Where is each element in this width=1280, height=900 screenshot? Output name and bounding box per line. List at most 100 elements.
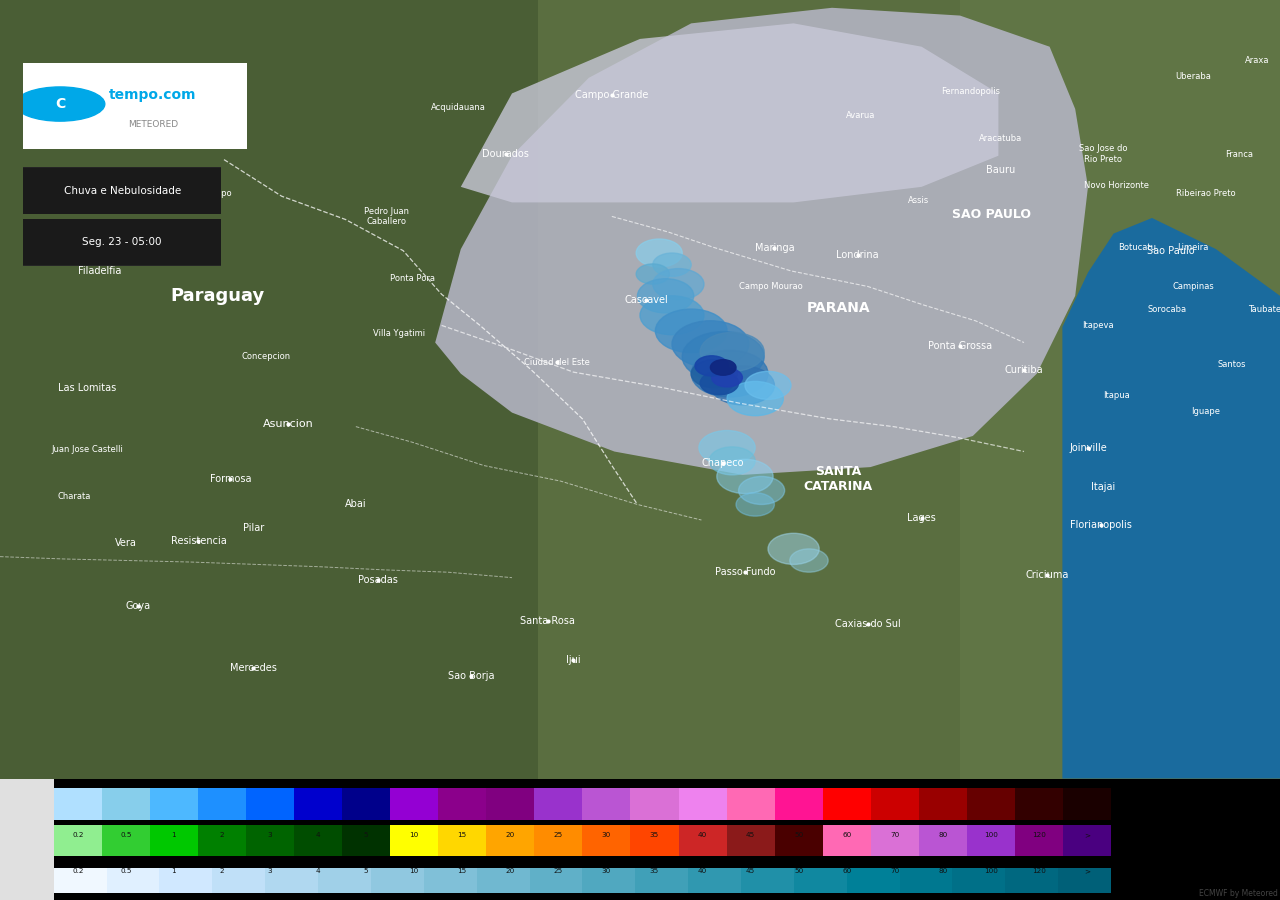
Text: Assis: Assis [909,196,929,205]
Text: Campo Grande: Campo Grande [575,90,649,100]
Text: Acquidauana: Acquidauana [431,103,485,112]
Bar [102,824,150,856]
Circle shape [700,332,764,372]
Bar [966,788,1015,820]
Circle shape [672,320,749,367]
Bar [689,868,741,893]
Text: Florianopolis: Florianopolis [1070,520,1132,530]
Text: Santos: Santos [1217,360,1245,369]
Bar [534,824,582,856]
Text: Dourados: Dourados [483,149,529,159]
Text: SANTA
CATARINA: SANTA CATARINA [804,464,873,493]
FancyBboxPatch shape [10,60,261,151]
Bar [294,788,342,820]
Text: 0.5: 0.5 [120,832,132,838]
Text: Limeira: Limeira [1178,243,1208,252]
Bar [1005,868,1059,893]
Bar [870,788,919,820]
Bar [919,788,966,820]
Text: Lages: Lages [908,513,936,523]
Text: 45: 45 [746,832,755,838]
Text: Curitiba: Curitiba [1005,364,1043,374]
Bar [390,824,438,856]
Bar [919,824,966,856]
Text: Chapeco: Chapeco [701,458,745,468]
Bar [438,788,486,820]
Bar [582,824,631,856]
Bar [150,788,198,820]
Text: Seg. 23 - 05:00: Seg. 23 - 05:00 [82,237,163,248]
Text: 120: 120 [1032,832,1046,838]
Text: Joinville: Joinville [1069,443,1107,453]
Text: Itapua: Itapua [1103,391,1129,400]
Text: Maringa: Maringa [755,243,794,253]
Text: Sao Jose do
Rio Preto: Sao Jose do Rio Preto [1079,144,1128,164]
Text: 100: 100 [984,832,998,838]
Text: 25: 25 [554,832,563,838]
Circle shape [653,253,691,276]
Text: Vera: Vera [114,538,137,548]
Circle shape [640,296,704,335]
Bar [342,824,390,856]
Text: >: > [1084,868,1091,875]
Text: 40: 40 [698,832,707,838]
Text: 15: 15 [458,868,467,875]
Text: METEORED: METEORED [128,120,178,129]
Bar [631,824,678,856]
Text: 3: 3 [268,832,273,838]
Polygon shape [1062,218,1280,778]
Text: Juan Jose Castelli: Juan Jose Castelli [51,446,123,454]
Text: ECMWF by Meteored: ECMWF by Meteored [1198,888,1277,897]
Text: Uberaba: Uberaba [1175,72,1211,81]
Text: Villa Ygatimi: Villa Ygatimi [374,328,425,338]
Circle shape [699,430,755,464]
Bar [371,868,424,893]
Bar [1015,824,1062,856]
Polygon shape [435,8,1088,475]
Bar [582,788,631,820]
Bar [342,788,390,820]
Text: Sorocaba: Sorocaba [1148,305,1187,314]
Circle shape [655,309,727,353]
Circle shape [745,372,791,400]
Circle shape [15,87,105,122]
Text: Passo Fundo: Passo Fundo [714,567,776,577]
Text: Avarua: Avarua [846,111,874,120]
Bar [1059,868,1111,893]
Text: 60: 60 [842,868,851,875]
FancyBboxPatch shape [13,218,232,266]
Text: Mayor Pablo: Mayor Pablo [125,72,177,81]
Text: SAO PAULO: SAO PAULO [952,208,1032,220]
Bar [823,824,870,856]
Text: 40: 40 [698,868,707,875]
Circle shape [682,331,764,382]
Bar [900,868,952,893]
Text: Asuncion: Asuncion [262,419,314,429]
Bar [870,824,919,856]
Bar [424,868,476,893]
Circle shape [691,350,768,397]
Bar [106,868,160,893]
Text: Resistencia: Resistencia [170,536,227,546]
Text: Paraguay: Paraguay [170,287,265,305]
Text: Ribeirao Preto: Ribeirao Preto [1176,189,1235,198]
Bar [246,824,294,856]
Circle shape [695,356,728,376]
Text: Ijui: Ijui [566,655,581,665]
Bar [534,788,582,820]
Bar [265,868,319,893]
Circle shape [710,360,736,375]
Text: Campo Mourao: Campo Mourao [739,282,803,291]
Text: Caxias do Sul: Caxias do Sul [835,619,901,629]
Text: 3: 3 [268,868,273,875]
Bar [727,788,774,820]
Circle shape [739,476,785,505]
Text: 4: 4 [316,832,320,838]
Text: Pedro Juan
Caballero: Pedro Juan Caballero [364,207,410,226]
Text: %: % [1126,876,1135,885]
Text: Filadelfia: Filadelfia [78,266,122,276]
Bar [631,788,678,820]
Text: Itajai: Itajai [1092,482,1115,491]
Circle shape [636,264,669,284]
Text: 25: 25 [554,868,563,875]
